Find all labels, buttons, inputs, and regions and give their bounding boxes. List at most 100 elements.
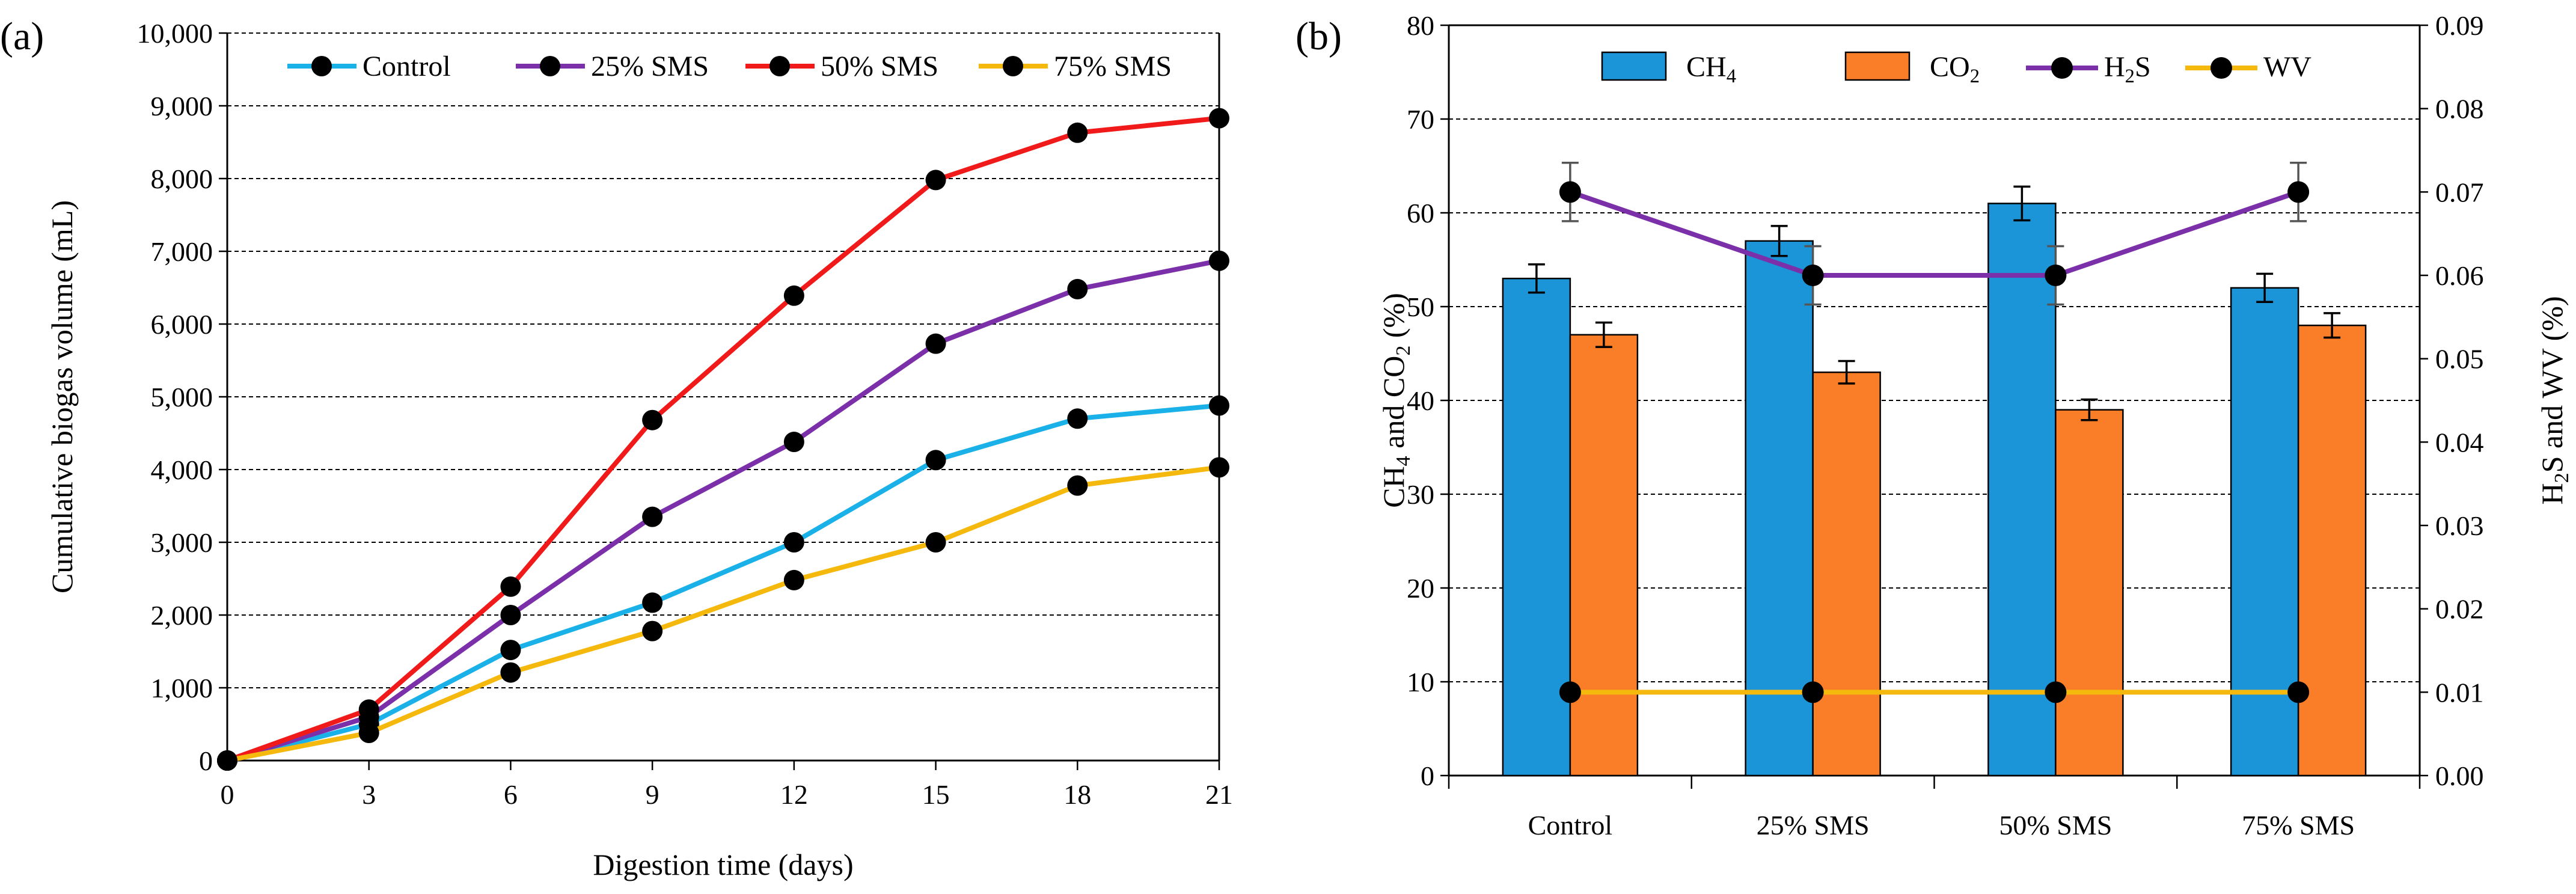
data-point [1209,250,1229,271]
data-point [783,432,804,453]
x-tick-label-a: 6 [504,779,518,810]
y-tick-label-right-b: 0.03 [2435,510,2484,541]
y-axis-label-left-b-part: 4 [1392,456,1415,466]
y-tick-label-a: 2,000 [151,600,213,631]
legend-label-b-part: S [2135,51,2151,83]
y-axis-label-left-b-part: 2 [1392,346,1415,356]
data-point [1209,457,1229,478]
category-label: Control [1528,810,1613,840]
y-tick-label-a: 7,000 [151,236,213,267]
data-point [1209,395,1229,416]
legend-label-b: CH4 [1686,51,1736,87]
x-tick-label-a: 15 [922,779,950,810]
bar-ch4 [1745,240,1814,777]
data-point [1067,475,1088,496]
y-axis-label-left-b-part: CH [1377,466,1410,507]
y-tick-label-a: 0 [199,746,213,776]
bar-ch4 [1987,203,2057,777]
y-axis-label-right-b-part: H [2535,483,2569,504]
series-line-3 [227,465,1220,763]
data-point [500,640,521,661]
y-axis-label-left-b-part: and CO [1377,356,1410,456]
x-tick-label-a: 18 [1063,779,1091,810]
data-point [358,723,379,744]
y-tick-label-left-b: 40 [1407,385,1434,416]
y-axis-label-left-b: CH4 and CO2 (%) [1377,293,1415,508]
y-tick-label-left-b: 70 [1407,104,1434,135]
data-point [925,450,946,471]
y-axis-label-right-b-part: S and WV (%) [2535,296,2569,473]
data-point-wv [2045,681,2067,703]
data-point [925,532,946,553]
legend-marker-b [2051,57,2073,79]
x-tick-label-a: 9 [646,779,659,810]
y-tick-label-right-b: 0.02 [2435,594,2484,625]
legend-label-a: Control [363,51,451,82]
category-label: 25% SMS [1757,810,1870,840]
line-h2s [1569,189,2299,278]
y-tick-label-left-b: 20 [1407,573,1434,604]
y-tick-label-left-b: 50 [1407,292,1434,322]
data-point [500,662,521,683]
bar-ch4 [2230,287,2299,777]
y-tick-label-a: 10,000 [137,18,213,49]
y-tick-label-right-b: 0.06 [2435,260,2484,291]
y-tick-label-a: 6,000 [151,309,213,340]
series-line-1 [226,258,1220,763]
legend-label-a: 50% SMS [821,51,938,82]
data-point [783,569,804,590]
legend-label-b-part: H [2104,51,2125,83]
bar-co2 [2055,409,2124,777]
bar-co2 [1812,371,1881,777]
legend-marker-a [1003,56,1023,76]
legend-label-b-part: 2 [1970,66,1980,87]
y-tick-label-left-b: 80 [1407,10,1434,41]
x-tick-label-a: 0 [221,779,234,810]
data-point [1209,108,1229,129]
panel-label-b: (b) [1296,14,1342,58]
legend-swatch-b [1844,51,1911,81]
series-line-2 [226,115,1220,763]
y-tick-label-right-b: 0.05 [2435,344,2484,375]
chart-b: (b) 0 10 20 30 40 50 60 70 80 0.00 0.01 0.02 0.03 0.04… [1296,10,2573,840]
legend-label-b: CO2 [1930,51,1980,87]
category-label: 50% SMS [1999,810,2112,840]
y-axis-label-right-b: H2S and WV (%) [2535,296,2573,504]
data-point [1067,278,1088,299]
data-point-h2s [2045,265,2067,286]
y-tick-label-left-b: 30 [1407,479,1434,510]
legend-marker-a [311,56,332,76]
legend-label-b: WV [2263,51,2311,83]
data-point [1067,408,1088,429]
data-point [642,592,663,613]
series-line-0 [227,403,1220,763]
y-tick-label-a: 5,000 [151,382,213,412]
legend-label-b-part: 2 [2125,66,2135,87]
data-point [925,170,946,191]
legend-swatch-b [1601,51,1667,81]
legend-label-a: 25% SMS [591,51,709,82]
data-point-wv [2287,681,2310,703]
data-point [642,506,663,527]
legend-label-b-part: 4 [1727,66,1736,87]
legend-label-b-part: CH [1686,51,1727,83]
bar-co2 [1569,334,1639,777]
y-tick-label-right-b: 0.09 [2435,10,2484,41]
y-tick-label-right-b: 0.08 [2435,94,2484,124]
data-point-h2s [1802,265,1824,286]
y-tick-label-a: 8,000 [151,164,213,194]
category-label: 75% SMS [2242,810,2355,840]
y-tick-label-right-b: 0.04 [2435,427,2484,458]
y-tick-label-left-b: 60 [1407,198,1434,228]
legend-marker-b [2210,57,2232,79]
data-point [217,750,237,771]
legend-label-b-part: WV [2263,51,2311,83]
chart-a: (a) 0 1,000 2,000 3,000 4,000 5,000 6,000 7,000 8… [0,14,1233,881]
data-point [500,605,521,625]
y-tick-label-right-b: 0.00 [2435,761,2484,791]
bar-ch4 [1502,277,1571,777]
legend-marker-a [540,56,560,76]
panel-label-a: (a) [0,14,44,58]
data-point [500,576,521,597]
